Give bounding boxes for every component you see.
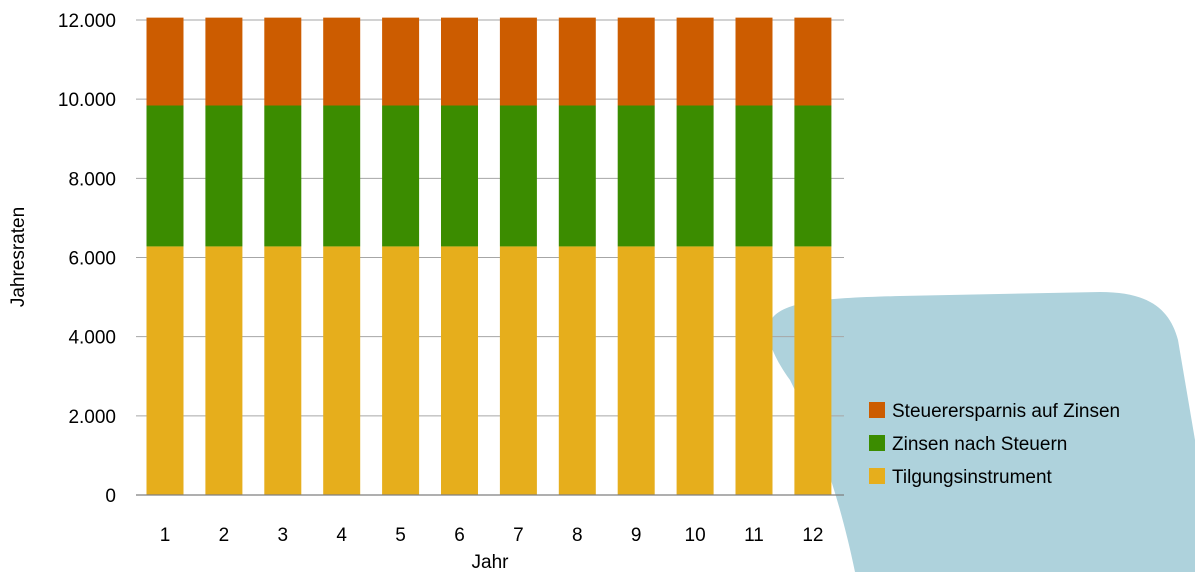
bar-segment [205, 105, 243, 247]
legend-swatch [869, 435, 885, 451]
bar-segment [676, 105, 714, 247]
y-tick-label: 6.000 [68, 249, 116, 270]
legend-label: Steuerersparnis auf Zinsen [892, 401, 1120, 422]
bar-segment [264, 246, 302, 495]
bar-segment [499, 105, 537, 247]
x-tick-label: 11 [744, 525, 764, 546]
bar-segment [558, 246, 596, 495]
bar-segment [676, 17, 714, 106]
bar-segment [794, 246, 832, 495]
bar-segment [558, 17, 596, 106]
bar-segment [735, 105, 773, 247]
bar-segment [323, 105, 361, 247]
x-axis-title: Jahr [472, 552, 510, 572]
bar-segment [617, 17, 655, 106]
bar-segment [146, 105, 184, 247]
x-tick-label: 8 [572, 525, 583, 546]
x-tick-label: 3 [278, 525, 289, 546]
bar-segment [323, 246, 361, 495]
decorative-background-shape [768, 292, 1195, 572]
bar-segment [558, 105, 596, 247]
y-tick-label: 12.000 [58, 11, 116, 32]
bar-segment [441, 246, 478, 495]
y-tick-label: 10.000 [58, 90, 116, 111]
bar-segment [499, 246, 537, 495]
x-tick-label: 5 [395, 525, 406, 546]
x-tick-label: 10 [685, 525, 706, 546]
x-tick-label: 9 [631, 525, 642, 546]
gridlines [136, 19, 844, 417]
legend-swatch [869, 402, 885, 418]
bar-segment [382, 17, 420, 106]
bar-segment [676, 246, 714, 495]
bar-segment [323, 17, 361, 106]
x-tick-label: 7 [513, 525, 524, 546]
bar-segment [794, 105, 832, 247]
bar-segment [205, 246, 243, 495]
bar-segment [441, 105, 478, 247]
x-tick-label: 4 [336, 525, 347, 546]
bar-segment [617, 246, 655, 495]
x-tick-label: 1 [160, 525, 171, 546]
bar-segment [794, 17, 832, 106]
x-tick-labels: 1 2 3 4 5 6 7 8 9 10 11 12 [160, 525, 824, 546]
legend-label: Tilgungsinstrument [892, 467, 1053, 488]
legend-label: Zinsen nach Steuern [892, 434, 1067, 455]
bar-segment [735, 17, 773, 106]
bar-segment [146, 246, 184, 495]
x-tick-label: 6 [454, 525, 465, 546]
legend-swatch [869, 468, 885, 484]
bar-segment [735, 246, 773, 495]
x-tick-label: 2 [219, 525, 230, 546]
bar-segment [205, 17, 243, 106]
y-tick-label: 8.000 [68, 169, 116, 190]
bar-segment [264, 17, 302, 106]
y-tick-labels: 0 2.000 4.000 6.000 8.000 10.000 12.000 [58, 11, 116, 507]
y-axis-title: Jahresraten [8, 207, 29, 307]
bar-segment [617, 105, 655, 247]
y-tick-label: 2.000 [68, 407, 116, 428]
bar-segment [499, 17, 537, 106]
bars [146, 17, 832, 495]
y-tick-label: 4.000 [68, 328, 116, 349]
x-tick-label: 12 [802, 525, 823, 546]
bar-segment [441, 17, 478, 106]
bar-segment [382, 105, 420, 247]
bar-segment [146, 17, 184, 106]
bar-segment [382, 246, 420, 495]
bar-segment [264, 105, 302, 247]
y-tick-label: 0 [105, 486, 116, 507]
legend: Steuerersparnis auf Zinsen Zinsen nach St… [869, 401, 1120, 488]
